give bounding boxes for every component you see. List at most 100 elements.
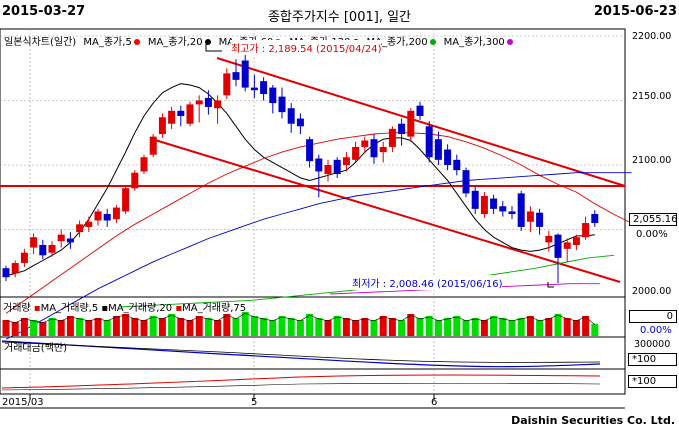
amount-line-blue (1, 340, 601, 368)
volume-bar (11, 322, 19, 336)
candle-body (425, 126, 433, 158)
chart-title: 종합주가지수 [001], 일간 (267, 10, 412, 25)
candle-body (315, 158, 323, 172)
volume-ma5-label: MA_거래량,5 (40, 303, 99, 314)
volume-bar (66, 316, 74, 336)
volume-ma-line (5, 312, 595, 325)
ma-legend-item: MA_종가,200 (367, 37, 440, 48)
candle-body (20, 252, 28, 264)
candle-body (158, 117, 166, 135)
amount-legend: 거래대금(백만) (4, 343, 68, 354)
ma-legend-item: MA_종가,20 (148, 37, 215, 48)
candle-body (591, 214, 599, 224)
upper-trend-line (216, 57, 626, 187)
volume-bar (526, 316, 534, 336)
bottom-line-red (1, 374, 601, 389)
volume-bar (398, 320, 406, 336)
ma120-line (5, 172, 632, 340)
start-date: 2015-03-27 (2, 4, 86, 19)
candle-body (563, 242, 571, 249)
candle-body (94, 211, 102, 221)
candle-body (572, 237, 580, 245)
volume-bar (333, 316, 341, 336)
volume-bar (425, 316, 433, 336)
volume-bar (462, 320, 470, 336)
volume-bar (94, 318, 102, 336)
candle-body (388, 128, 396, 147)
volume-bar (379, 316, 387, 336)
ma-color-marker (506, 39, 513, 45)
chart-type-label: 일본식차트(일간) (4, 37, 77, 48)
candle-body (490, 198, 498, 209)
volume-bar (85, 320, 93, 336)
volume-bar (554, 314, 562, 336)
price-panel-frame (0, 28, 626, 298)
bottom-panel-frame (0, 368, 626, 395)
volume-bar (149, 316, 157, 336)
volume-bar (342, 318, 350, 336)
volume-bars (2, 312, 599, 336)
volume-bar (232, 318, 240, 336)
x-label: 2015/03 (2, 397, 44, 408)
volume-bar (241, 312, 249, 336)
candle-body (131, 172, 139, 189)
candle-body (241, 60, 249, 88)
candle-body (278, 96, 286, 113)
candle-body (416, 105, 424, 116)
candle-body (306, 139, 314, 162)
volume-bar (122, 314, 130, 336)
candle-body (499, 206, 507, 212)
volume-bar (490, 316, 498, 336)
candle-body (269, 87, 277, 104)
candle-body (462, 170, 470, 194)
candle-body (370, 139, 378, 158)
candle-body (536, 212, 544, 227)
candle-body (232, 72, 240, 80)
high-annotation: 최고가 : 2,189.54 (2015/04/24) (231, 40, 382, 55)
volume-bar (499, 318, 507, 336)
candle-body (508, 211, 516, 215)
low-marker (547, 282, 554, 288)
volume-bar (315, 318, 323, 336)
candle-body (545, 235, 553, 243)
candle-body (103, 214, 111, 221)
volume-legend: 거래량 ▪MA_거래량,5 ▪MA_거래량,20 ▪MA_거래량,75 (3, 303, 247, 314)
candle-body (480, 195, 488, 215)
volume-bar (250, 316, 258, 336)
ma-color-marker (204, 39, 211, 45)
y-tick-label: 2150.00 (632, 91, 672, 102)
volume-bar (545, 318, 553, 336)
candle-body (57, 234, 65, 242)
volume-bar (296, 320, 304, 336)
candle-body (287, 108, 295, 124)
ma-color-marker (429, 39, 436, 45)
volume-bar (306, 314, 314, 336)
candle-body (122, 188, 130, 212)
volume-bar (324, 320, 332, 336)
volume-bar (112, 316, 120, 336)
x-label: 6 (431, 397, 438, 408)
volume-bar (103, 320, 111, 336)
trend-lines (0, 57, 626, 283)
volume-bar (352, 320, 360, 336)
amount-unit-box: *100 (628, 353, 677, 366)
volume-bar (168, 314, 176, 336)
volume-bar (563, 318, 571, 336)
lower-trend-line (154, 139, 621, 283)
candle-body (11, 263, 19, 274)
candle-body (48, 244, 56, 253)
volume-pct: 0.00% (640, 325, 672, 336)
volume-bar (480, 320, 488, 336)
volume-bar (434, 320, 442, 336)
candle-body (85, 221, 93, 227)
volume-bar (361, 318, 369, 336)
bottom-line-black (1, 382, 601, 391)
candle-body (554, 234, 562, 258)
volume-ma75-label: MA_거래량,75 (182, 303, 247, 314)
candle-body (223, 73, 231, 96)
candle-body (296, 118, 304, 127)
volume-ma20-label: MA_거래량,20 (108, 303, 173, 314)
volume-bar (204, 318, 212, 336)
candle-body (407, 110, 415, 137)
